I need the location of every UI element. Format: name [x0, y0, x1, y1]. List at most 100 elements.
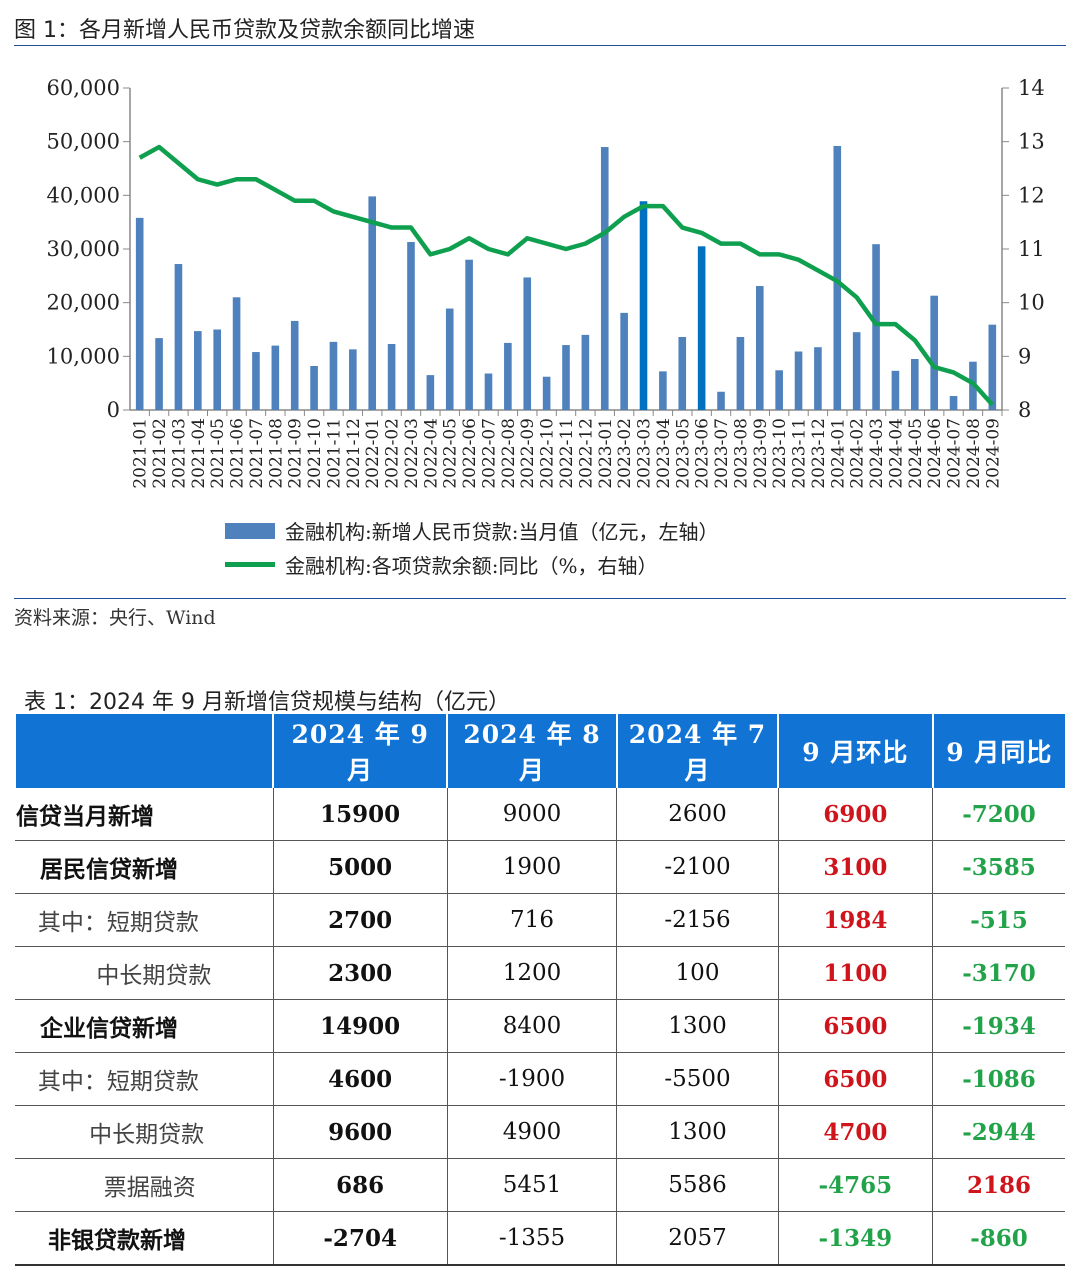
bar [794, 351, 803, 410]
x-tick-label: 2024-07 [945, 418, 965, 489]
x-tick-label: 2022-01 [363, 418, 383, 489]
bar [930, 295, 938, 410]
bar [775, 370, 783, 410]
bar [736, 337, 745, 410]
bar [252, 352, 260, 410]
table-row: 其中：短期贷款 2700 716 -2156 1984 -515 [15, 893, 1065, 947]
row-label: 中长期贷款 [15, 1105, 274, 1159]
bar [852, 332, 861, 410]
table-header-cell [13, 714, 274, 788]
table-row: 票据融资 686 5451 5586 -4765 2186 [15, 1158, 1065, 1212]
bar [523, 277, 532, 410]
x-tick-label: 2023-08 [731, 418, 751, 489]
row-label: 企业信贷新增 [15, 999, 274, 1053]
table-cell: 3100 [777, 840, 933, 894]
bar [310, 365, 318, 410]
x-tick-label: 2024-09 [983, 418, 1003, 489]
x-tick-label: 2024-04 [886, 418, 906, 489]
x-tick-label: 2021-04 [189, 418, 209, 489]
table-cell: 8400 [446, 999, 617, 1053]
right-tick-label: 12 [1018, 183, 1045, 207]
bar [349, 349, 357, 410]
left-tick-label: 20,000 [47, 291, 120, 315]
table-row: 企业信贷新增 14900 8400 1300 6500 -1934 [15, 999, 1065, 1053]
x-tick-label: 2022-02 [383, 418, 403, 489]
table-cell: -2156 [616, 893, 779, 947]
bar [872, 244, 880, 410]
table-cell: 5586 [616, 1158, 779, 1212]
table-cell: -1934 [932, 999, 1065, 1053]
x-tick-label: 2023-06 [693, 418, 713, 489]
bar [271, 345, 280, 410]
bar [174, 264, 183, 410]
table-cell: -2100 [616, 840, 779, 894]
legend-bar-swatch [225, 522, 275, 539]
title-rule [14, 45, 1066, 46]
bar [232, 297, 241, 410]
x-tick-label: 2021-12 [344, 418, 364, 489]
table-cell: -515 [932, 893, 1065, 947]
x-tick-label: 2022-06 [460, 418, 480, 489]
bar [465, 259, 473, 410]
x-tick-label: 2021-09 [286, 418, 306, 489]
bar [445, 308, 454, 410]
table-cell: 1300 [616, 999, 779, 1053]
table-cell: 716 [446, 893, 617, 947]
table-cell: -1900 [446, 1052, 617, 1106]
table-row: 中长期贷款 9600 4900 1300 4700 -2944 [15, 1105, 1065, 1159]
legend-bar-label: 金融机构:新增人民币贷款:当月值（亿元，左轴） [285, 520, 719, 544]
x-tick-label: 2023-10 [770, 418, 790, 489]
row-label: 居民信贷新增 [15, 840, 274, 894]
x-tick-label: 2023-01 [596, 418, 616, 489]
table-cell: 4900 [446, 1105, 617, 1159]
table-cell: 1300 [616, 1105, 779, 1159]
x-tick-label: 2023-02 [615, 418, 635, 489]
bar [135, 217, 144, 410]
x-tick-label: 2023-03 [635, 418, 655, 489]
bar [194, 331, 202, 410]
table-header-cell: 2024 年 8 月 [446, 714, 617, 788]
row-label: 票据融资 [15, 1158, 274, 1212]
loans-chart: 0 8 10,000 9 20,000 10 30,000 11 40,000 12 50,000 1… [47, 76, 1045, 489]
x-tick-label: 2024-05 [906, 418, 926, 489]
table-cell: -3585 [932, 840, 1065, 894]
left-tick-label: 60,000 [47, 76, 120, 100]
table-cell: -3170 [932, 946, 1065, 1000]
bar [717, 391, 725, 410]
x-tick-label: 2021-05 [208, 418, 228, 489]
left-tick-label: 30,000 [47, 237, 120, 261]
legend-line-label: 金融机构:各项贷款余额:同比（%，右轴） [285, 554, 658, 578]
bar [542, 376, 551, 410]
x-tick-label: 2023-04 [654, 418, 674, 489]
x-tick-label: 2022-03 [402, 418, 422, 489]
table-cell: 6900 [777, 788, 933, 841]
bar [290, 320, 299, 410]
bar [659, 371, 667, 410]
x-tick-label: 2023-07 [712, 418, 732, 489]
table-cell: -1349 [777, 1211, 933, 1266]
table-title: 表 1：2024 年 9 月新增信贷规模与结构（亿元） [24, 690, 510, 715]
table-cell: 9000 [446, 788, 617, 841]
bar [329, 341, 338, 410]
bar [814, 347, 822, 410]
right-tick-label: 8 [1018, 398, 1031, 422]
table-cell: -5500 [616, 1052, 779, 1106]
bar [368, 196, 377, 410]
table-row: 中长期贷款 2300 1200 100 1100 -3170 [15, 946, 1065, 1000]
source-rule [14, 598, 1066, 599]
bar [426, 375, 435, 410]
bar [639, 201, 648, 410]
table-cell: 2057 [616, 1211, 779, 1266]
table-cell: 5451 [446, 1158, 617, 1212]
x-tick-label: 2021-11 [324, 418, 344, 489]
x-tick-label: 2021-08 [266, 418, 286, 489]
table-cell: 1100 [777, 946, 933, 1000]
left-tick-label: 40,000 [47, 183, 120, 207]
table-row: 非银贷款新增 -2704 -1355 2057 -1349 -860 [15, 1211, 1065, 1266]
table-row: 其中：短期贷款 4600 -1900 -5500 6500 -1086 [15, 1052, 1065, 1106]
x-tick-label: 2021-02 [150, 418, 170, 489]
table-cell: 15900 [272, 788, 448, 841]
x-tick-label: 2022-12 [576, 418, 596, 489]
bar [407, 242, 415, 410]
